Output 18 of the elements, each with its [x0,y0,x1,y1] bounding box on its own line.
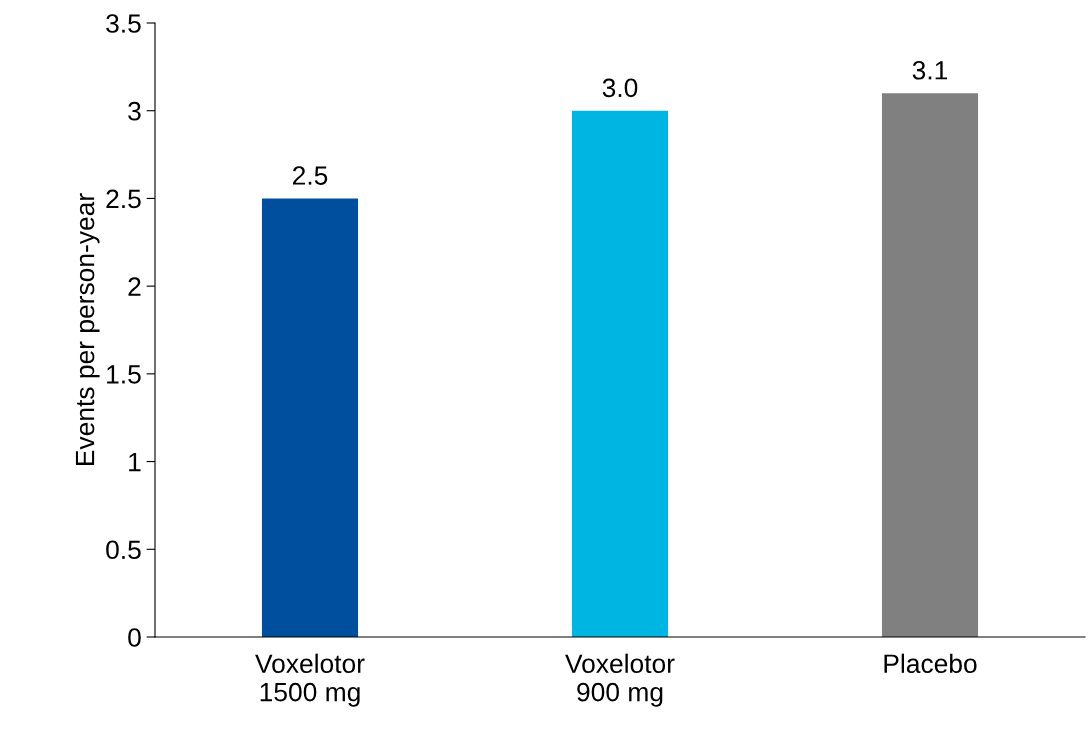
data-label: 2.5 [292,166,328,185]
data-label: 3.1 [912,60,948,80]
x-tick-label: Placebo [884,653,977,674]
y-axis-title: Events per person-year [75,193,100,465]
bar [261,198,359,637]
y-tick-label: 1.5 [107,365,141,384]
y-tick-label: 3 [128,101,141,121]
x-tick-label: Voxelotor 1500 mg [255,653,365,707]
y-tick-label: 0.5 [106,540,141,560]
y-tick-label: 2.5 [106,189,141,209]
bar [571,110,669,637]
y-tick-label: 3.5 [106,14,141,33]
y-tick-label: 1 [129,452,141,472]
y-tick-label: 0 [128,628,141,647]
x-tick-label: Voxelotor 900 mg [565,653,675,707]
y-tick-label: 2 [128,277,141,296]
bar [881,93,979,637]
data-label: 3.0 [602,78,638,98]
